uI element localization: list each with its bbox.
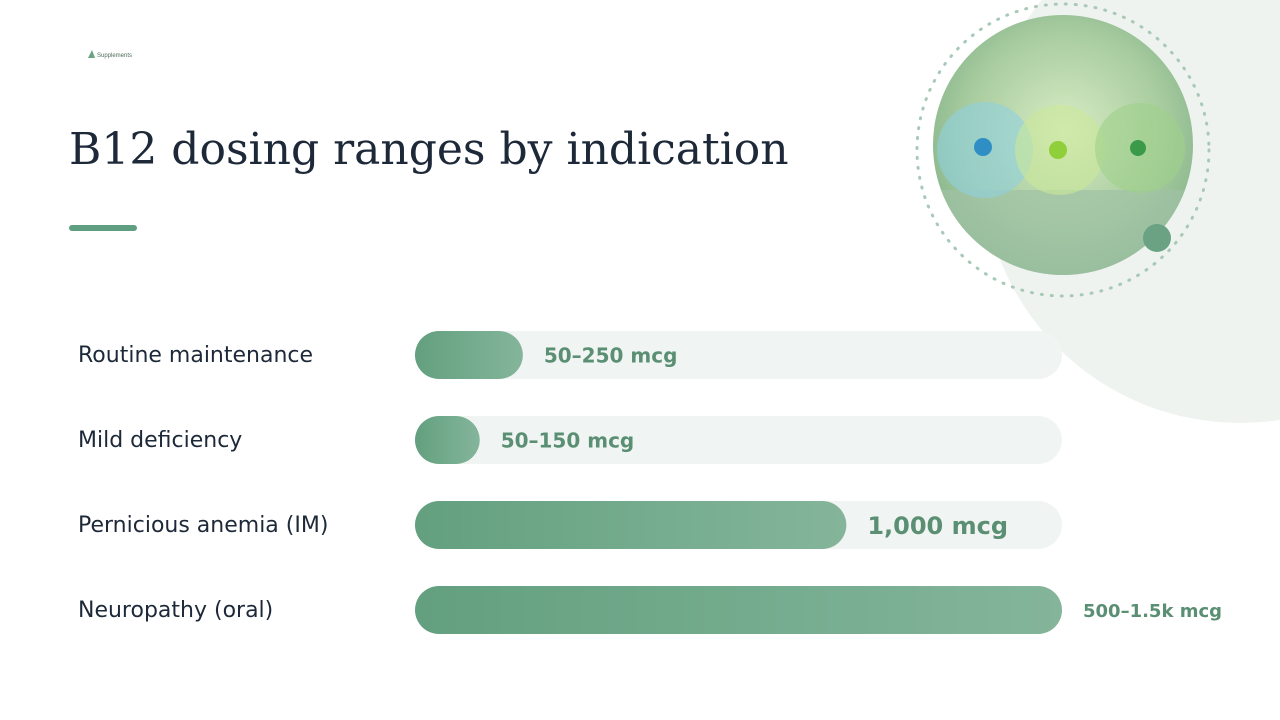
category-label: Pernicious anemia (IM) (78, 513, 328, 538)
bar-track (415, 331, 1062, 379)
category-label: Neuropathy (oral) (78, 598, 273, 623)
value-label: 500–1.5k mcg (1083, 601, 1222, 622)
logo-mark (88, 50, 95, 58)
value-label: 50–250 mcg (544, 344, 678, 368)
category-label: Mild deficiency (78, 428, 242, 453)
accent-dot (1143, 224, 1171, 252)
bar (415, 586, 1062, 634)
value-label: 50–150 mcg (501, 429, 635, 453)
chart-title: B12 dosing ranges by indication (69, 124, 789, 175)
logo-text: Supplements (97, 53, 132, 59)
title-underline (69, 225, 137, 231)
bar (415, 416, 480, 464)
bar-track (415, 416, 1062, 464)
value-label: 1,000 mcg (867, 512, 1008, 540)
dotted-ring (915, 2, 1211, 298)
bar (415, 501, 847, 549)
category-label: Routine maintenance (78, 343, 313, 368)
bar (415, 331, 523, 379)
